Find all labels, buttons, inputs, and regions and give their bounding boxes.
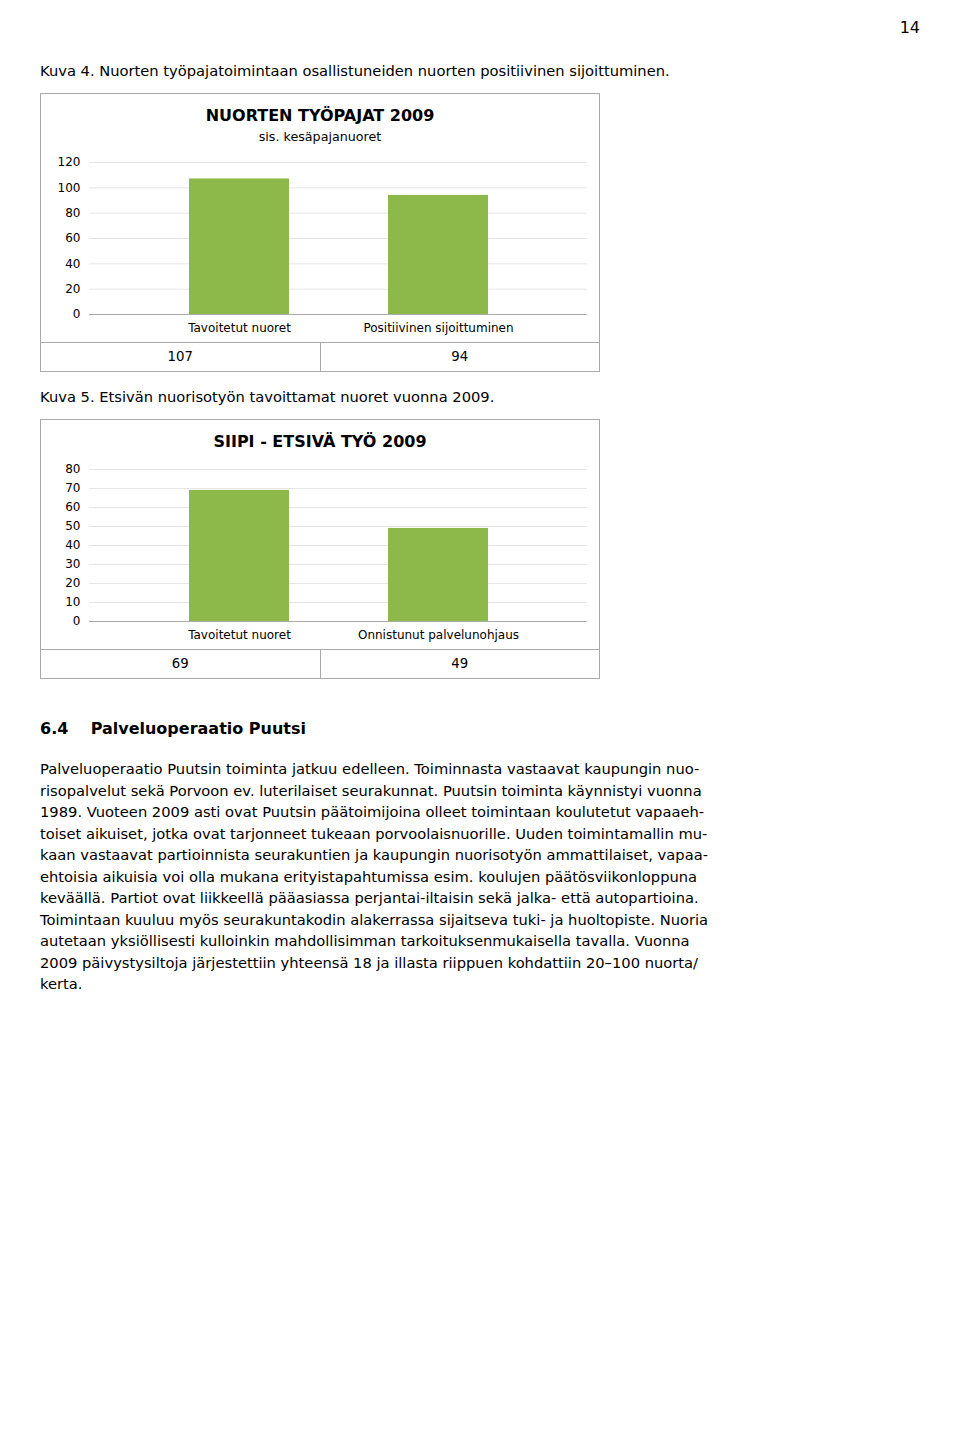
svg-text:10: 10	[65, 595, 80, 609]
svg-text:50: 50	[65, 519, 80, 533]
svg-text:30: 30	[65, 557, 80, 571]
html-text:94: 94	[451, 349, 469, 364]
html-text:ehtoisia aikuisia voi olla muk: ehtoisia aikuisia voi olla mukana erityi…	[40, 867, 698, 885]
html-text:toiset aikuiset, jotka ovat ta: toiset aikuiset, jotka ovat tarjonneet t…	[40, 824, 708, 842]
html-text:6.4 Palveluoperaatio Puutsi: 6.4 Palveluoperaatio Puutsi	[40, 719, 306, 738]
svg-text:80: 80	[65, 462, 80, 476]
svg-text:0: 0	[73, 614, 81, 628]
html-text:Palveluoperaatio Puutsin toimi: Palveluoperaatio Puutsin toiminta jatkuu…	[40, 760, 700, 777]
html-text:69: 69	[171, 656, 189, 671]
svg-text:70: 70	[65, 481, 80, 495]
html-text:107: 107	[167, 349, 193, 364]
html-text:kaan vastaavat partioinnista s: kaan vastaavat partioinnista seurakuntie…	[40, 846, 708, 863]
svg-text:Tavoitetut nuoret: Tavoitetut nuoret	[187, 628, 291, 642]
html-text:sis. kesäpajanuoret: sis. kesäpajanuoret	[258, 129, 382, 144]
html-text:NUORTEN TYÖPAJAT 2009: NUORTEN TYÖPAJAT 2009	[205, 106, 435, 125]
svg-text:80: 80	[65, 206, 80, 220]
html-text:kerta.: kerta.	[40, 975, 83, 992]
html-text:autetaan yksiöllisesti kulloin: autetaan yksiöllisesti kulloinkin mahdol…	[40, 932, 690, 949]
html-text:SIIPI - ETSIVÄ TYÖ 2009: SIIPI - ETSIVÄ TYÖ 2009	[213, 432, 427, 451]
svg-text:Tavoitetut nuoret: Tavoitetut nuoret	[187, 321, 291, 335]
html-text:risopalvelut sekä Porvoon ev.: risopalvelut sekä Porvoon ev. luterilais…	[40, 781, 702, 799]
svg-text:40: 40	[65, 257, 80, 271]
svg-text:Positiivinen sijoittuminen: Positiivinen sijoittuminen	[363, 321, 513, 335]
html-text:keväällä. Partiot ovat liikkee: keväällä. Partiot ovat liikkeellä pääasi…	[40, 889, 699, 906]
svg-text:120: 120	[58, 155, 81, 169]
svg-text:0: 0	[73, 307, 81, 321]
svg-text:Onnistunut palvelunohjaus: Onnistunut palvelunohjaus	[358, 628, 519, 642]
html-text:2009 päivystysiltoja järjestet: 2009 päivystysiltoja järjestettiin yhtee…	[40, 953, 698, 971]
html-text:49: 49	[451, 656, 469, 671]
html-text:Kuva 5. Etsivän nuorisotyön ta: Kuva 5. Etsivän nuorisotyön tavoittamat …	[40, 388, 495, 405]
svg-text:60: 60	[65, 231, 80, 245]
html-text:1989. Vuoteen 2009 asti ovat P: 1989. Vuoteen 2009 asti ovat Puutsin pää…	[40, 803, 705, 820]
html-text:Toimintaan kuuluu myös seuraku: Toimintaan kuuluu myös seurakuntakodin a…	[40, 910, 709, 928]
svg-text:60: 60	[65, 500, 80, 514]
svg-text:100: 100	[58, 181, 81, 195]
svg-text:20: 20	[65, 282, 80, 296]
svg-text:20: 20	[65, 576, 80, 590]
html-text:14: 14	[899, 18, 920, 37]
html-text:Kuva 4. Nuorten työpajatoimint: Kuva 4. Nuorten työpajatoimintaan osalli…	[40, 62, 670, 79]
svg-text:40: 40	[65, 538, 80, 552]
